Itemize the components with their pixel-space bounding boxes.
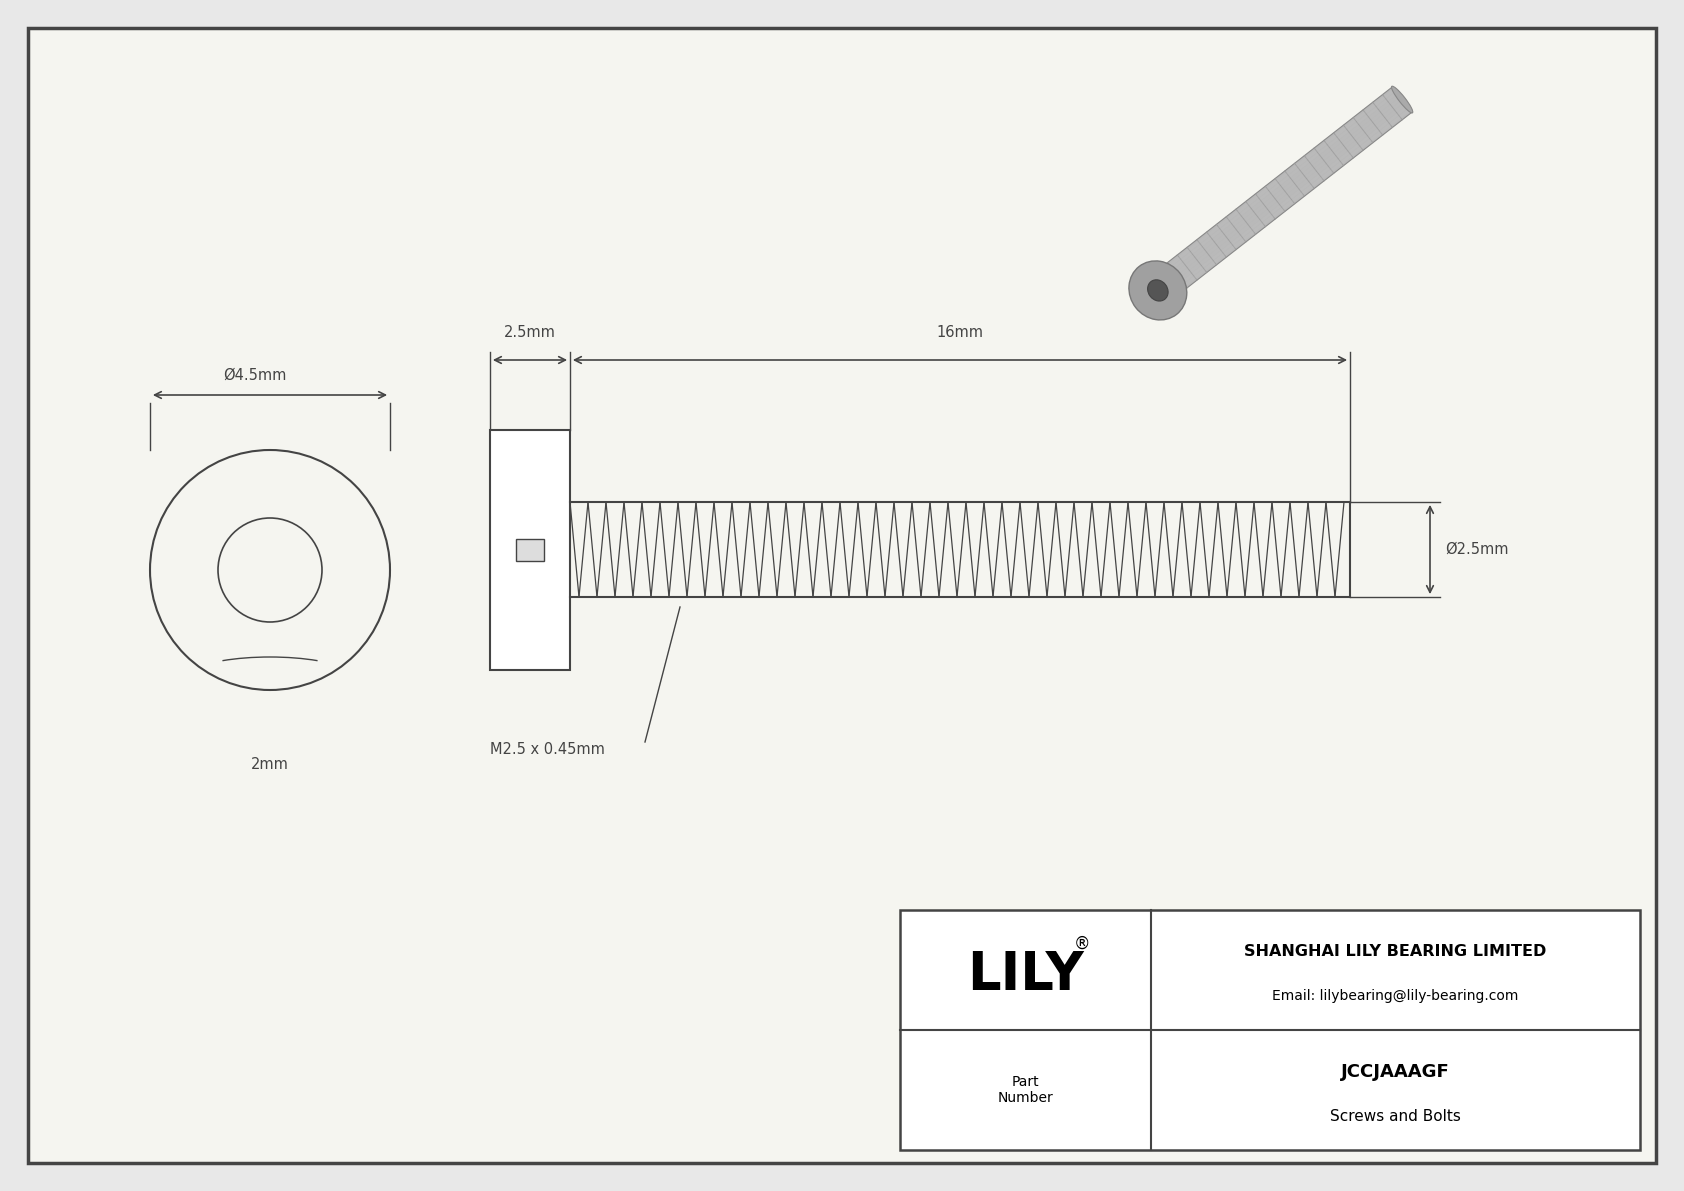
Bar [490, 430, 569, 671]
Ellipse shape [1147, 280, 1169, 301]
Text: Ø2.5mm: Ø2.5mm [1445, 542, 1509, 557]
Text: Screws and Bolts: Screws and Bolts [1330, 1109, 1462, 1124]
Text: SHANGHAI LILY BEARING LIMITED: SHANGHAI LILY BEARING LIMITED [1244, 944, 1546, 960]
Text: LILY: LILY [967, 949, 1084, 1000]
Ellipse shape [1128, 261, 1187, 320]
Text: 16mm: 16mm [936, 325, 983, 339]
Text: Part
Number: Part Number [997, 1075, 1054, 1105]
Text: 2.5mm: 2.5mm [504, 325, 556, 339]
Ellipse shape [1391, 86, 1413, 113]
Text: ®: ® [1073, 935, 1090, 953]
Bar [515, 540, 544, 561]
Text: 2mm: 2mm [251, 757, 290, 772]
Bar [899, 910, 1640, 1151]
Text: Email: lilybearing@lily-bearing.com: Email: lilybearing@lily-bearing.com [1273, 990, 1519, 1003]
Text: Ø4.5mm: Ø4.5mm [224, 368, 286, 384]
Text: M2.5 x 0.45mm: M2.5 x 0.45mm [490, 742, 605, 757]
Polygon shape [1148, 87, 1411, 303]
Text: JCCJAAAGF: JCCJAAAGF [1340, 1064, 1450, 1081]
